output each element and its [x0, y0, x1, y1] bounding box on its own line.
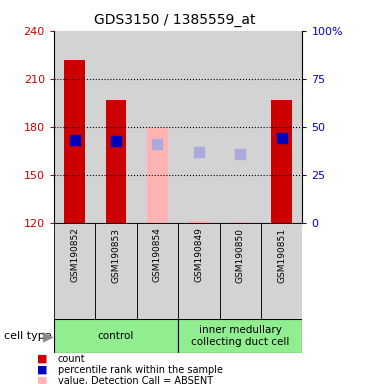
Text: GSM190852: GSM190852: [70, 227, 79, 282]
Text: value, Detection Call = ABSENT: value, Detection Call = ABSENT: [58, 376, 213, 384]
Bar: [220, 31, 261, 223]
Bar: [188, 221, 209, 223]
Bar: [137, 223, 178, 319]
Bar: [64, 60, 85, 223]
Bar: [95, 31, 137, 223]
Text: percentile rank within the sample: percentile rank within the sample: [58, 365, 223, 375]
Point: [113, 138, 119, 144]
Text: control: control: [98, 331, 134, 341]
Bar: [178, 31, 220, 223]
Point: [279, 135, 285, 141]
Text: inner medullary
collecting duct cell: inner medullary collecting duct cell: [191, 325, 289, 347]
Text: GSM190853: GSM190853: [111, 227, 121, 283]
Point: [237, 151, 243, 157]
Bar: [271, 99, 292, 223]
Text: cell type: cell type: [4, 331, 51, 341]
Bar: [54, 31, 95, 223]
Bar: [54, 319, 178, 353]
Text: GSM190851: GSM190851: [277, 227, 286, 283]
Point: [196, 149, 202, 156]
Bar: [54, 223, 95, 319]
Point: [154, 141, 160, 147]
Bar: [147, 128, 168, 223]
Text: GSM190850: GSM190850: [236, 227, 245, 283]
Text: GSM190854: GSM190854: [153, 227, 162, 282]
Bar: [230, 222, 250, 223]
Text: GDS3150 / 1385559_at: GDS3150 / 1385559_at: [93, 13, 255, 27]
Text: ■: ■: [37, 354, 47, 364]
Bar: [261, 223, 302, 319]
Bar: [178, 223, 220, 319]
Text: GSM190849: GSM190849: [194, 227, 203, 282]
Bar: [261, 31, 302, 223]
Text: ▶: ▶: [43, 329, 53, 343]
Bar: [220, 223, 261, 319]
Bar: [95, 223, 137, 319]
Point: [72, 136, 78, 142]
Bar: [178, 319, 302, 353]
Text: ■: ■: [37, 376, 47, 384]
Text: ■: ■: [37, 365, 47, 375]
Bar: [106, 99, 126, 223]
Text: count: count: [58, 354, 85, 364]
Bar: [137, 31, 178, 223]
